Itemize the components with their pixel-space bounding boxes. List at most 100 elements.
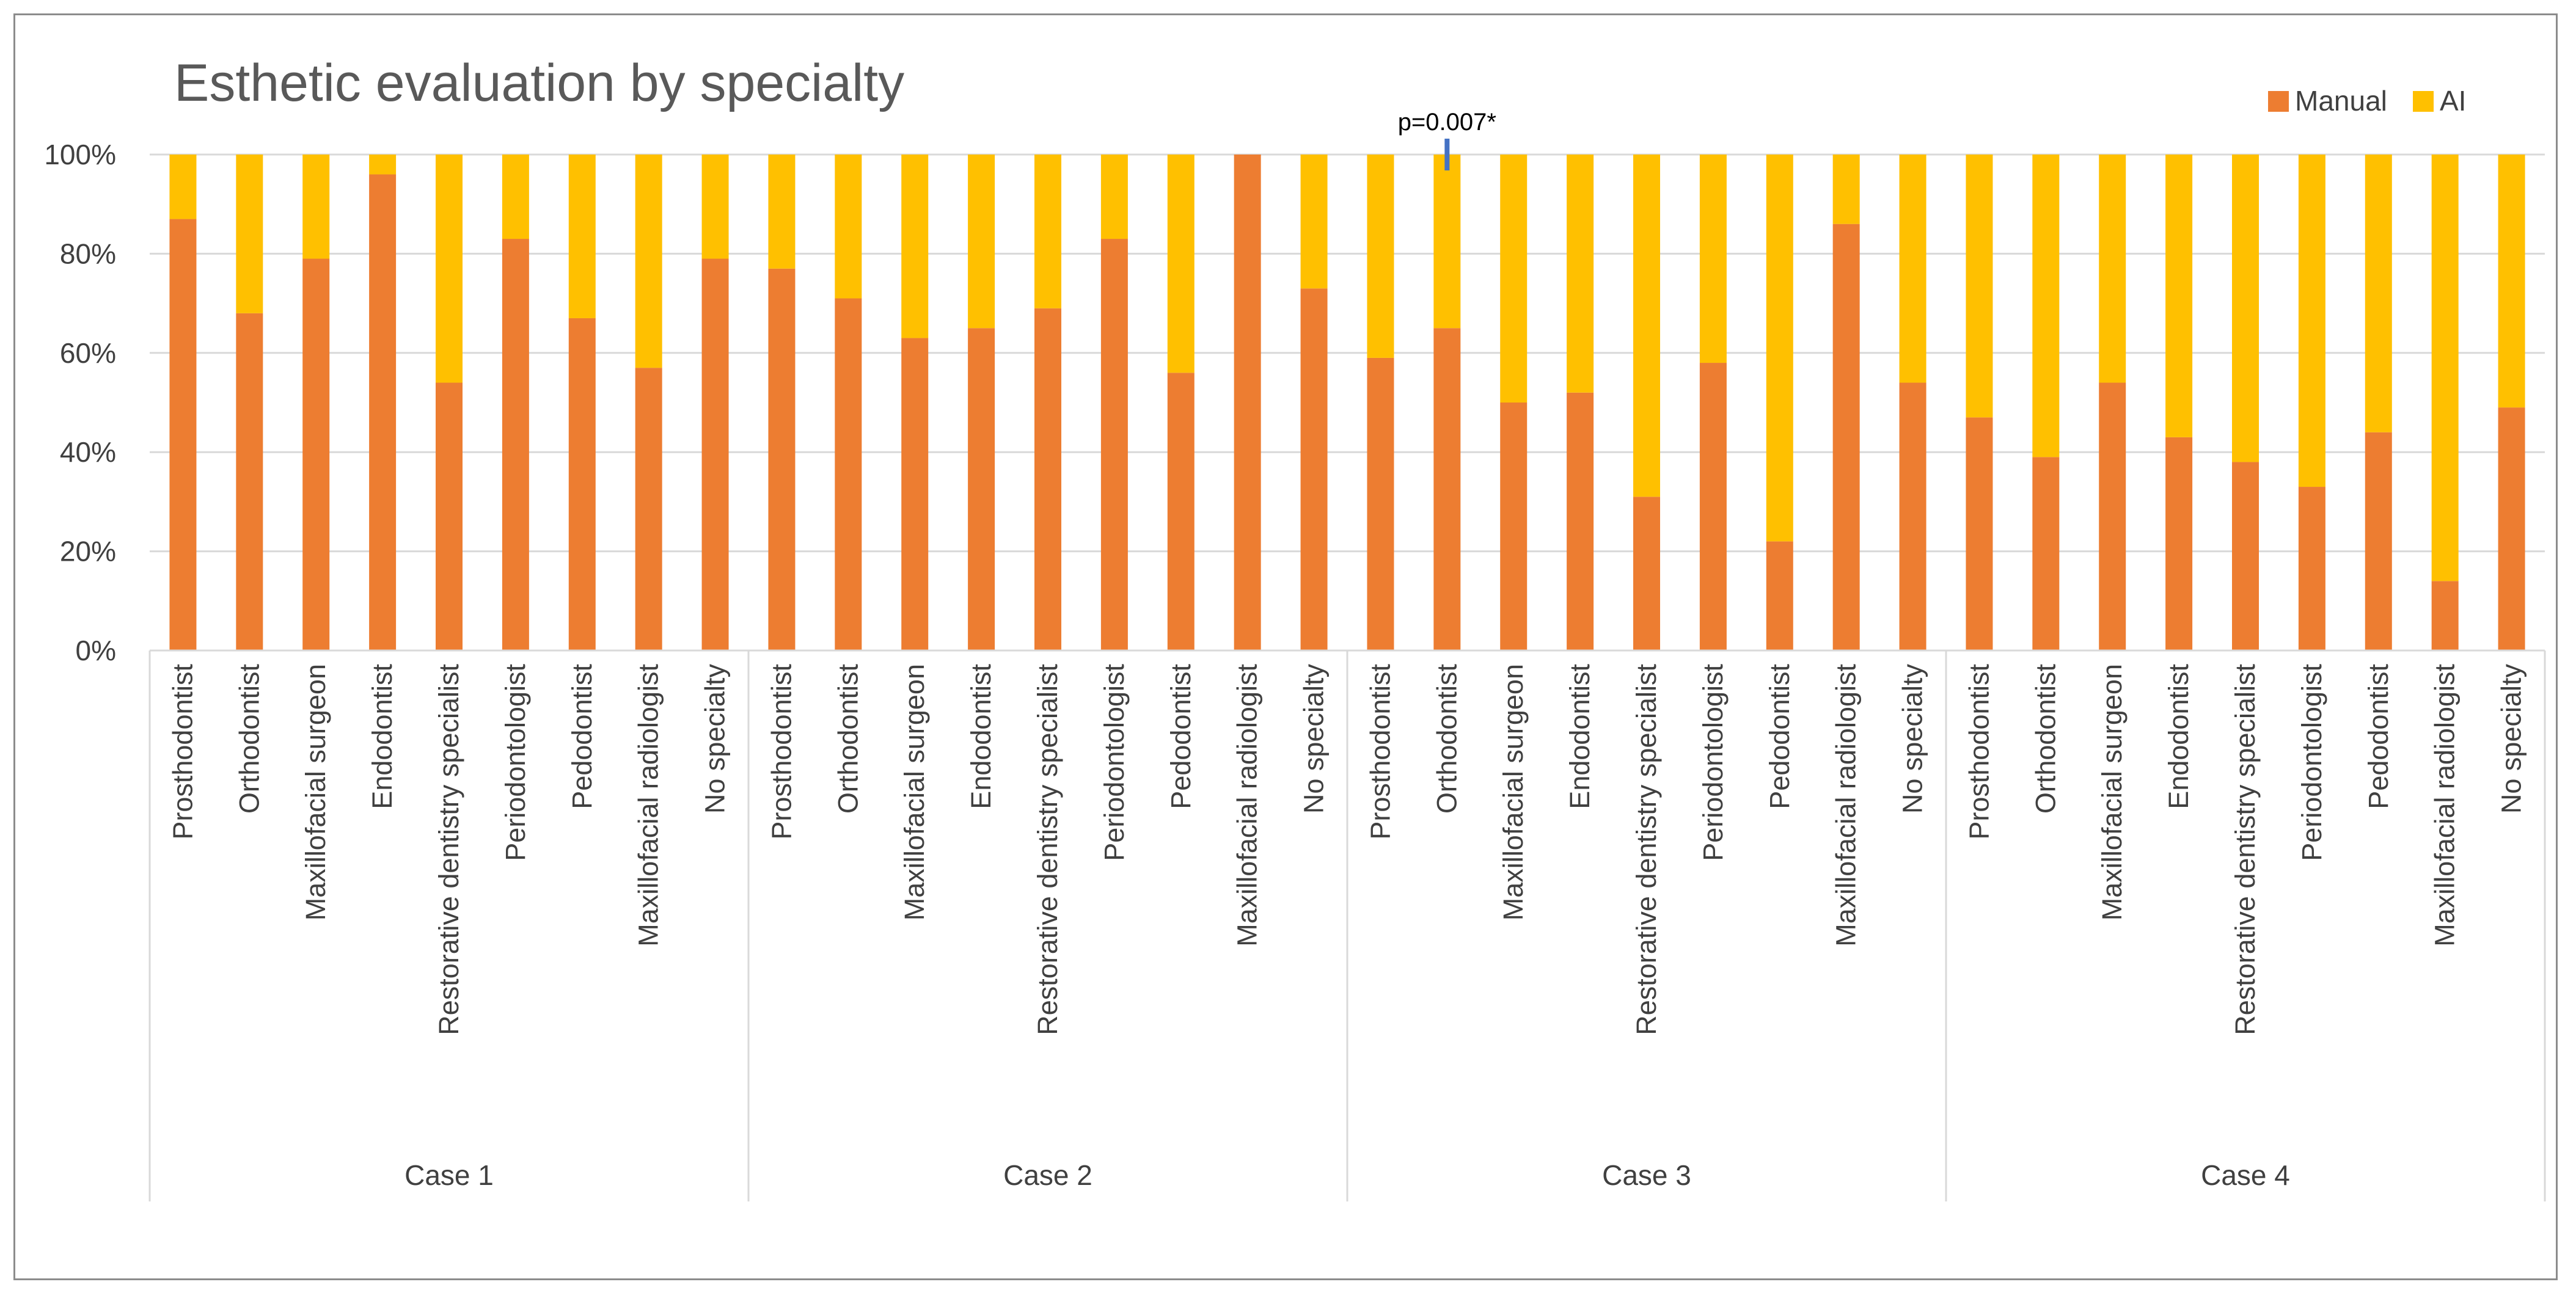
bar-manual [768, 268, 796, 650]
annotations: p=0.007* [1398, 109, 1496, 170]
bar-manual [968, 328, 995, 650]
bar-manual [901, 338, 929, 650]
case-label: Case 2 [1003, 1159, 1092, 1191]
bar-ai [1300, 155, 1328, 289]
x-category-label: Endodontist [965, 664, 997, 809]
x-category-label: Maxillofacial surgeon [899, 664, 930, 920]
x-category-label: Prosthodontist [1963, 664, 1994, 840]
bar-manual [1367, 357, 1394, 650]
bar-manual [2298, 487, 2325, 650]
bar-ai [2165, 155, 2193, 437]
x-category-label: Maxillofacial radiologist [1831, 664, 1862, 947]
bar-ai [635, 155, 662, 368]
bar-manual [2498, 407, 2525, 650]
bar-manual [2032, 457, 2060, 650]
bar-ai [1832, 155, 1860, 224]
bar-ai [302, 155, 330, 259]
y-tick-label: 20% [60, 536, 116, 567]
legend-label-manual: Manual [2295, 85, 2387, 117]
bar-ai [1633, 155, 1660, 497]
category-labels: Prosthodontist Orthodontist Maxillofacial … [167, 664, 2527, 1035]
x-category-label: Restorative dentistry specialist [1631, 664, 1662, 1035]
y-tick-label: 80% [60, 238, 116, 269]
x-category-label: Endodontist [367, 664, 398, 809]
x-category-label: Pedodontist [1764, 664, 1795, 809]
x-category-label: No specialty [700, 664, 731, 814]
bar-manual [436, 382, 463, 650]
bar-manual [1433, 328, 1461, 650]
bar-manual [2165, 437, 2193, 650]
x-category-label: Maxillofacial surgeon [2096, 664, 2128, 920]
x-axis [148, 649, 2546, 1201]
bar-manual [1234, 155, 1261, 650]
legend-label-ai: AI [2440, 85, 2466, 117]
bar-manual [701, 258, 729, 650]
bar-manual [2365, 432, 2392, 650]
x-category-label: Pedodontist [2363, 664, 2394, 809]
case-label: Case 3 [1602, 1159, 1691, 1191]
x-category-label: Maxillofacial surgeon [1498, 664, 1529, 920]
bar-ai [2431, 155, 2459, 581]
x-category-label: Maxillofacial surgeon [300, 664, 331, 920]
x-category-label: Orthodontist [2030, 664, 2061, 814]
bar-manual [635, 368, 662, 650]
gridlines [150, 153, 2545, 553]
bar-manual [1966, 417, 1993, 650]
bar-manual [1100, 239, 1128, 650]
bar-ai [2032, 155, 2060, 457]
case-labels: Case 1 Case 2 Case 3 Case 4 [404, 1159, 2290, 1191]
bar-manual [2099, 382, 2126, 650]
x-category-label: Maxillofacial radiologist [2429, 664, 2461, 947]
x-category-label: Periodontologist [500, 664, 531, 861]
bar-manual [568, 318, 596, 650]
bars [169, 155, 2525, 651]
bar-manual [1567, 392, 1594, 650]
bar-ai [1167, 155, 1195, 373]
x-category-label: Periodontologist [1099, 664, 1130, 861]
bar-ai [2298, 155, 2325, 487]
chart-title: Esthetic evaluation by specialty [174, 54, 904, 112]
legend-swatch-manual [2268, 91, 2289, 112]
bar-ai [2365, 155, 2392, 432]
x-category-label: No specialty [2496, 664, 2527, 814]
annotation-marker [1444, 139, 1450, 170]
x-category-label: Restorative dentistry specialist [433, 664, 464, 1035]
bar-ai [2498, 155, 2525, 408]
x-category-label: Prosthodontist [766, 664, 797, 840]
bar-manual [1766, 541, 1793, 650]
bar-ai [1699, 155, 1727, 363]
bar-ai [1100, 155, 1128, 239]
case-label: Case 4 [2201, 1159, 2290, 1191]
y-tick-label: 40% [60, 436, 116, 468]
bar-ai [502, 155, 529, 239]
bar-ai [1899, 155, 1927, 383]
x-category-label: Pedodontist [566, 664, 598, 809]
bar-ai [169, 155, 197, 219]
case-label: Case 1 [404, 1159, 494, 1191]
x-category-label: Periodontologist [2296, 664, 2327, 861]
x-category-label: No specialty [1298, 664, 1330, 814]
bar-manual [1832, 224, 1860, 650]
bar-ai [701, 155, 729, 259]
legend-swatch-ai [2413, 91, 2434, 112]
bar-manual [835, 298, 862, 651]
bar-ai [436, 155, 463, 383]
bar-ai [1966, 155, 1993, 418]
x-category-label: Orthodontist [233, 664, 265, 814]
bar-ai [568, 155, 596, 318]
bar-manual [1699, 363, 1727, 650]
bar-manual [1633, 497, 1660, 650]
bar-ai [1766, 155, 1793, 542]
x-category-label: No specialty [1897, 664, 1928, 814]
y-tick-label: 100% [44, 139, 116, 170]
annotation-label: p=0.007* [1398, 109, 1496, 136]
bar-ai [369, 155, 397, 175]
bar-manual [1034, 308, 1061, 651]
x-category-label: Maxillofacial radiologist [633, 664, 664, 947]
stacked-bar-chart: Esthetic evaluation by specialty Manual … [44, 54, 2546, 1201]
y-tick-label: 0% [76, 635, 116, 666]
y-tick-label: 60% [60, 337, 116, 369]
bar-manual [1167, 373, 1195, 650]
x-category-label: Prosthodontist [1364, 664, 1396, 840]
bar-manual [1899, 382, 1927, 650]
